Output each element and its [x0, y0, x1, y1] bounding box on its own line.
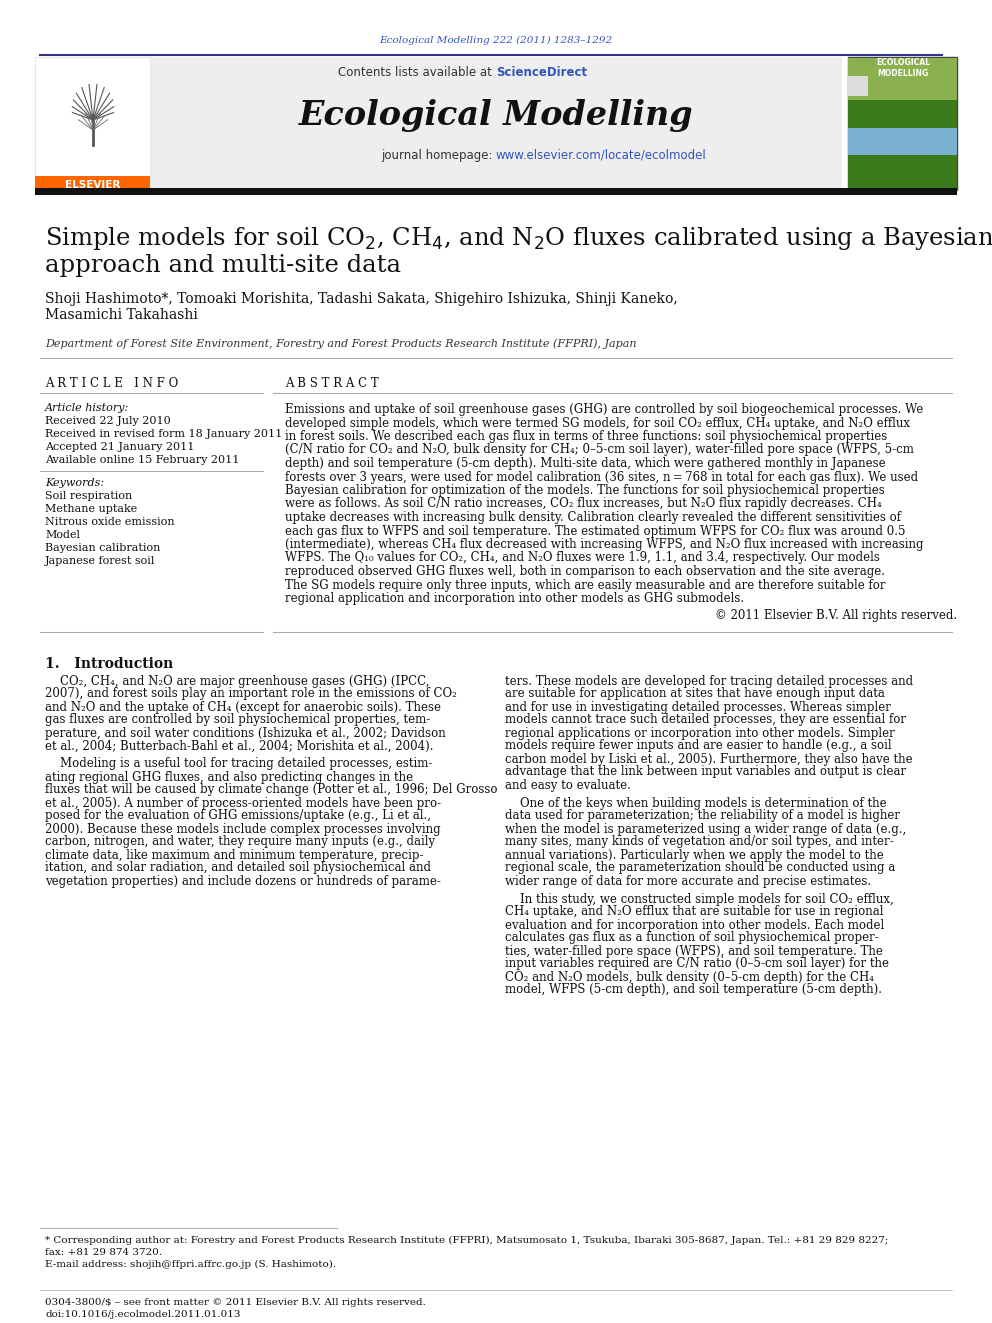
Text: uptake decreases with increasing bulk density. Calibration clearly revealed the : uptake decreases with increasing bulk de… — [285, 511, 901, 524]
Text: A R T I C L E   I N F O: A R T I C L E I N F O — [45, 377, 179, 390]
Text: ties, water-filled pore space (WFPS), and soil temperature. The: ties, water-filled pore space (WFPS), an… — [505, 945, 883, 958]
Bar — [150, 57, 842, 191]
Text: journal homepage:: journal homepage: — [381, 148, 496, 161]
Text: CH₄ uptake, and N₂O efflux that are suitable for use in regional: CH₄ uptake, and N₂O efflux that are suit… — [505, 905, 884, 918]
Bar — [848, 57, 957, 191]
Text: Model: Model — [45, 531, 80, 540]
Text: www.elsevier.com/locate/ecolmodel: www.elsevier.com/locate/ecolmodel — [496, 148, 706, 161]
Text: climate data, like maximum and minimum temperature, precip-: climate data, like maximum and minimum t… — [45, 848, 424, 861]
Text: fluxes that will be caused by climate change (Potter et al., 1996; Del Grosso: fluxes that will be caused by climate ch… — [45, 783, 498, 796]
Text: and for use in investigating detailed processes. Whereas simpler: and for use in investigating detailed pr… — [505, 700, 891, 713]
Text: forests over 3 years, were used for model calibration (36 sites, n = 768 in tota: forests over 3 years, were used for mode… — [285, 471, 919, 483]
Text: doi:10.1016/j.ecolmodel.2011.01.013: doi:10.1016/j.ecolmodel.2011.01.013 — [45, 1310, 240, 1319]
Text: Simple models for soil CO$_2$, CH$_4$, and N$_2$O fluxes calibrated using a Baye: Simple models for soil CO$_2$, CH$_4$, a… — [45, 225, 992, 251]
Text: et al., 2004; Butterbach-Bahl et al., 2004; Morishita et al., 2004).: et al., 2004; Butterbach-Bahl et al., 20… — [45, 740, 434, 753]
Text: Contents lists available at: Contents lists available at — [338, 66, 496, 78]
Text: Ecological Modelling: Ecological Modelling — [299, 98, 693, 131]
Text: gas fluxes are controlled by soil physiochemical properties, tem-: gas fluxes are controlled by soil physio… — [45, 713, 431, 726]
Bar — [35, 176, 150, 192]
Text: perature, and soil water conditions (Ishizuka et al., 2002; Davidson: perature, and soil water conditions (Ish… — [45, 726, 445, 740]
Text: Modeling is a useful tool for tracing detailed processes, estim-: Modeling is a useful tool for tracing de… — [45, 758, 433, 770]
Text: regional applications or incorporation into other models. Simpler: regional applications or incorporation i… — [505, 726, 895, 740]
Text: Available online 15 February 2011: Available online 15 February 2011 — [45, 455, 239, 464]
Text: CO₂, CH₄, and N₂O are major greenhouse gases (GHG) (IPCC,: CO₂, CH₄, and N₂O are major greenhouse g… — [45, 675, 430, 688]
Text: carbon, nitrogen, and water, they require many inputs (e.g., daily: carbon, nitrogen, and water, they requir… — [45, 836, 435, 848]
Text: posed for the evaluation of GHG emissions/uptake (e.g., Li et al.,: posed for the evaluation of GHG emission… — [45, 810, 431, 823]
Text: regional scale, the parameterization should be conducted using a: regional scale, the parameterization sho… — [505, 861, 895, 875]
Text: Shoji Hashimoto*, Tomoaki Morishita, Tadashi Sakata, Shigehiro Ishizuka, Shinji : Shoji Hashimoto*, Tomoaki Morishita, Tad… — [45, 292, 678, 306]
Text: Department of Forest Site Environment, Forestry and Forest Products Research Ins: Department of Forest Site Environment, F… — [45, 337, 637, 348]
Text: wider range of data for more accurate and precise estimates.: wider range of data for more accurate an… — [505, 875, 871, 888]
Text: Ecological Modelling 222 (2011) 1283–1292: Ecological Modelling 222 (2011) 1283–129… — [379, 36, 613, 45]
Text: E-mail address: shojih@ffpri.affrc.go.jp (S. Hashimoto).: E-mail address: shojih@ffpri.affrc.go.jp… — [45, 1259, 336, 1269]
Text: * Corresponding author at: Forestry and Forest Products Research Institute (FFPR: * Corresponding author at: Forestry and … — [45, 1236, 889, 1245]
Text: evaluation and for incorporation into other models. Each model: evaluation and for incorporation into ot… — [505, 918, 884, 931]
Text: regional application and incorporation into other models as GHG submodels.: regional application and incorporation i… — [285, 591, 744, 605]
Text: ating regional GHG fluxes, and also predicting changes in the: ating regional GHG fluxes, and also pred… — [45, 770, 413, 783]
Text: (C/N ratio for CO₂ and N₂O, bulk density for CH₄; 0–5-cm soil layer), water-fill: (C/N ratio for CO₂ and N₂O, bulk density… — [285, 443, 914, 456]
Text: and easy to evaluate.: and easy to evaluate. — [505, 778, 631, 791]
Text: data used for parameterization; the reliability of a model is higher: data used for parameterization; the reli… — [505, 810, 900, 823]
Bar — [35, 57, 150, 191]
Text: models cannot trace such detailed processes, they are essential for: models cannot trace such detailed proces… — [505, 713, 906, 726]
Text: Japanese forest soil: Japanese forest soil — [45, 556, 156, 566]
Text: are suitable for application at sites that have enough input data: are suitable for application at sites th… — [505, 688, 885, 700]
Text: fax: +81 29 874 3720.: fax: +81 29 874 3720. — [45, 1248, 162, 1257]
Text: Emissions and uptake of soil greenhouse gases (GHG) are controlled by soil bioge: Emissions and uptake of soil greenhouse … — [285, 404, 924, 415]
Text: 1.   Introduction: 1. Introduction — [45, 656, 174, 671]
Text: Bayesian calibration: Bayesian calibration — [45, 542, 161, 553]
Text: Accepted 21 January 2011: Accepted 21 January 2011 — [45, 442, 194, 452]
Text: Masamichi Takahashi: Masamichi Takahashi — [45, 308, 197, 321]
Text: Keywords:: Keywords: — [45, 478, 104, 488]
Text: were as follows. As soil C/N ratio increases, CO₂ flux increases, but N₂O flux r: were as follows. As soil C/N ratio incre… — [285, 497, 882, 511]
Text: in forest soils. We described each gas flux in terms of three functions: soil ph: in forest soils. We described each gas f… — [285, 430, 887, 443]
Bar — [35, 188, 957, 194]
Text: ScienceDirect: ScienceDirect — [496, 66, 587, 78]
Text: developed simple models, which were termed SG models, for soil CO₂ efflux, CH₄ u: developed simple models, which were term… — [285, 417, 910, 430]
Text: Nitrous oxide emission: Nitrous oxide emission — [45, 517, 175, 527]
Text: vegetation properties) and include dozens or hundreds of parame-: vegetation properties) and include dozen… — [45, 875, 440, 888]
Text: Soil respiration: Soil respiration — [45, 491, 132, 501]
Text: WFPS. The Q₁₀ values for CO₂, CH₄, and N₂O fluxes were 1.9, 1.1, and 3.4, respec: WFPS. The Q₁₀ values for CO₂, CH₄, and N… — [285, 552, 880, 565]
Text: each gas flux to WFPS and soil temperature. The estimated optimum WFPS for CO₂ f: each gas flux to WFPS and soil temperatu… — [285, 524, 906, 537]
Text: Received in revised form 18 January 2011: Received in revised form 18 January 2011 — [45, 429, 283, 439]
Text: model, WFPS (5-cm depth), and soil temperature (5-cm depth).: model, WFPS (5-cm depth), and soil tempe… — [505, 983, 882, 996]
Text: Methane uptake: Methane uptake — [45, 504, 137, 515]
Text: The SG models require only three inputs, which are easily measurable and are the: The SG models require only three inputs,… — [285, 578, 886, 591]
Text: many sites, many kinds of vegetation and/or soil types, and inter-: many sites, many kinds of vegetation and… — [505, 836, 894, 848]
Text: depth) and soil temperature (5-cm depth). Multi-site data, which were gathered m: depth) and soil temperature (5-cm depth)… — [285, 456, 886, 470]
Text: © 2011 Elsevier B.V. All rights reserved.: © 2011 Elsevier B.V. All rights reserved… — [715, 609, 957, 622]
Text: ters. These models are developed for tracing detailed processes and: ters. These models are developed for tra… — [505, 675, 913, 688]
Text: itation, and solar radiation, and detailed soil physiochemical and: itation, and solar radiation, and detail… — [45, 861, 431, 875]
Text: when the model is parameterized using a wider range of data (e.g.,: when the model is parameterized using a … — [505, 823, 907, 836]
Text: approach and multi-site data: approach and multi-site data — [45, 254, 401, 277]
Text: 0304-3800/$ – see front matter © 2011 Elsevier B.V. All rights reserved.: 0304-3800/$ – see front matter © 2011 El… — [45, 1298, 426, 1307]
Bar — [848, 124, 957, 155]
Text: 2007), and forest soils play an important role in the emissions of CO₂: 2007), and forest soils play an importan… — [45, 688, 457, 700]
Text: One of the keys when building models is determination of the: One of the keys when building models is … — [505, 796, 887, 810]
Text: CO₂ and N₂O models, bulk density (0–5-cm depth) for the CH₄: CO₂ and N₂O models, bulk density (0–5-cm… — [505, 971, 874, 983]
Text: Received 22 July 2010: Received 22 July 2010 — [45, 415, 171, 426]
Text: calculates gas flux as a function of soil physiochemical proper-: calculates gas flux as a function of soi… — [505, 931, 879, 945]
Text: annual variations). Particularly when we apply the model to the: annual variations). Particularly when we… — [505, 848, 884, 861]
Text: In this study, we constructed simple models for soil CO₂ efflux,: In this study, we constructed simple mod… — [505, 893, 894, 905]
Text: advantage that the link between input variables and output is clear: advantage that the link between input va… — [505, 766, 906, 778]
Bar — [848, 75, 868, 97]
Text: reproduced observed GHG fluxes well, both in comparison to each observation and : reproduced observed GHG fluxes well, bot… — [285, 565, 885, 578]
Text: A B S T R A C T: A B S T R A C T — [285, 377, 379, 390]
Text: and N₂O and the uptake of CH₄ (except for anaerobic soils). These: and N₂O and the uptake of CH₄ (except fo… — [45, 700, 441, 713]
Text: carbon model by Liski et al., 2005). Furthermore, they also have the: carbon model by Liski et al., 2005). Fur… — [505, 753, 913, 766]
Text: et al., 2005). A number of process-oriented models have been pro-: et al., 2005). A number of process-orien… — [45, 796, 441, 810]
Text: input variables required are C/N ratio (0–5-cm soil layer) for the: input variables required are C/N ratio (… — [505, 958, 889, 971]
Text: (intermediate), whereas CH₄ flux decreased with increasing WFPS, and N₂O flux in: (intermediate), whereas CH₄ flux decreas… — [285, 538, 924, 550]
Text: ECOLOGICAL
MODELLING: ECOLOGICAL MODELLING — [876, 58, 930, 78]
Text: Article history:: Article history: — [45, 404, 129, 413]
Bar — [848, 98, 957, 128]
Text: Bayesian calibration for optimization of the models. The functions for soil phys: Bayesian calibration for optimization of… — [285, 484, 885, 497]
Text: 2000). Because these models include complex processes involving: 2000). Because these models include comp… — [45, 823, 440, 836]
Bar — [848, 152, 957, 191]
Bar — [848, 58, 957, 101]
Text: models require fewer inputs and are easier to handle (e.g., a soil: models require fewer inputs and are easi… — [505, 740, 892, 753]
Text: ELSEVIER: ELSEVIER — [65, 180, 121, 191]
